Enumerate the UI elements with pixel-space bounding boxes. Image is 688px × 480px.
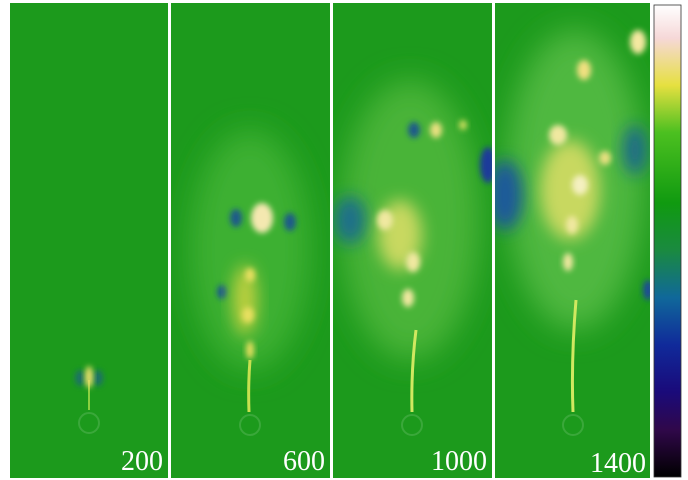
panel-label: 1000 xyxy=(431,446,487,477)
colorbar xyxy=(653,4,682,478)
panel-label: 200 xyxy=(121,446,163,477)
panel: 1400 xyxy=(495,3,650,479)
panel-label: 600 xyxy=(283,446,325,477)
panel: 1000 xyxy=(333,3,492,478)
panel-label: 1400 xyxy=(590,448,646,479)
panel: 200 xyxy=(10,3,168,478)
panel: 600 xyxy=(171,3,330,478)
